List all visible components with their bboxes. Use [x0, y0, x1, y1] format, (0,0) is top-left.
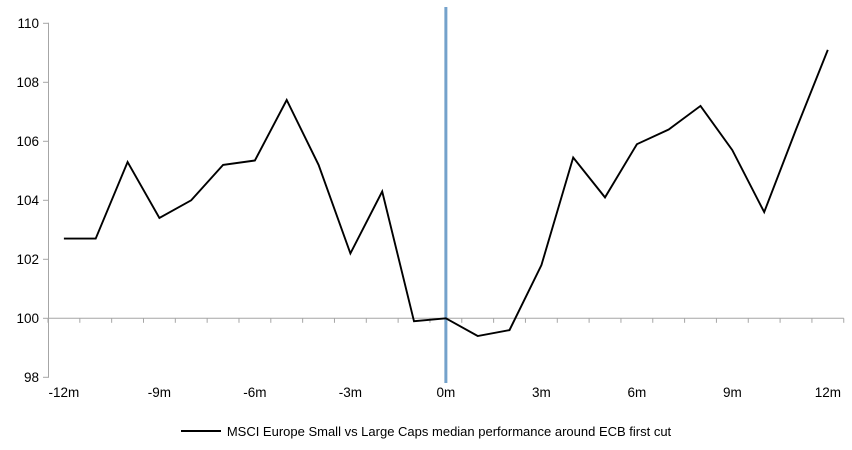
x-axis-label: -9m	[148, 385, 171, 400]
x-axis-label: 0m	[436, 385, 455, 400]
y-axis-label: 98	[24, 370, 39, 385]
y-axis-label: 100	[16, 311, 39, 326]
x-axis-label: -12m	[49, 385, 80, 400]
x-axis-label: -3m	[339, 385, 362, 400]
y-axis-label: 108	[16, 75, 39, 90]
x-axis-label: -6m	[243, 385, 266, 400]
x-axis-label: 9m	[723, 385, 742, 400]
x-axis-label: 3m	[532, 385, 551, 400]
data-line-series	[63, 49, 829, 337]
legend: MSCI Europe Small vs Large Caps median p…	[0, 420, 852, 442]
y-axis-label: 104	[16, 193, 39, 208]
y-axis-label: 106	[16, 134, 39, 149]
y-axis-label: 110	[17, 16, 39, 31]
legend-label: MSCI Europe Small vs Large Caps median p…	[226, 423, 672, 439]
x-axis-label: 6m	[627, 385, 646, 400]
x-axis-label: 12m	[815, 385, 841, 400]
legend-line-swatch	[180, 430, 221, 432]
y-axis-label: 102	[16, 252, 39, 267]
